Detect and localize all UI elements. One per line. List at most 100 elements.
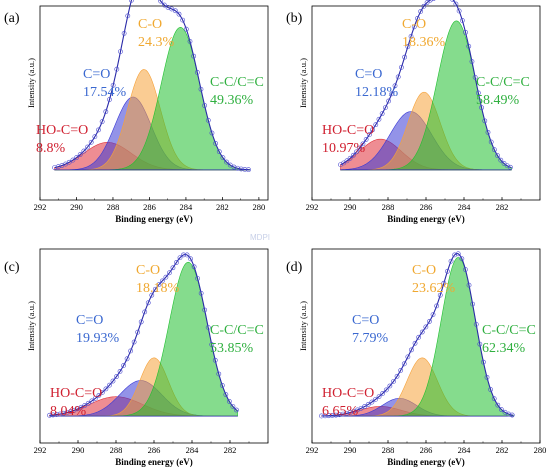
- data-point: [427, 0, 433, 3]
- data-point: [89, 398, 95, 404]
- data-point: [430, 312, 436, 318]
- data-point: [161, 2, 167, 8]
- annotation-C-O-value: 18.18%: [136, 281, 180, 296]
- data-point: [415, 15, 420, 21]
- annotation-C-O-value: 24.3%: [138, 35, 175, 50]
- data-point: [205, 117, 211, 123]
- data-point: [110, 82, 116, 88]
- data-point: [163, 274, 169, 280]
- data-point: [74, 155, 79, 160]
- data-point: [409, 347, 414, 353]
- data-point: [121, 31, 127, 36]
- y-axis-title: Intensity (a.u.): [26, 301, 36, 351]
- data-point: [387, 383, 393, 389]
- data-point: [434, 303, 440, 309]
- data-point: [198, 290, 204, 296]
- data-point: [463, 29, 468, 35]
- data-point: [491, 396, 497, 402]
- data-point: [194, 70, 200, 75]
- annotation-HO-C=O-name: HO-C=O: [50, 386, 102, 401]
- data-point: [191, 264, 197, 270]
- data-point: [445, 268, 450, 274]
- data-point: [177, 255, 183, 261]
- data-point: [191, 53, 197, 59]
- data-point: [401, 361, 407, 367]
- data-point: [408, 33, 414, 39]
- data-point: [389, 91, 395, 97]
- data-point: [92, 134, 98, 140]
- data-point: [145, 300, 151, 306]
- panel-a: 292 290 288 286 284 282 280 Binding energy (eV)…: [4, 0, 269, 224]
- data-point: [391, 379, 396, 384]
- data-point: [99, 119, 105, 125]
- panel-d: 292 290 288 286 284 282 280 Binding energy (eV)…: [286, 248, 547, 467]
- data-point: [125, 13, 131, 19]
- data-point: [341, 160, 347, 166]
- x-tick-label: 286: [420, 445, 433, 455]
- data-point: [373, 122, 379, 128]
- annotation-C=O-name: C=O: [352, 313, 379, 328]
- data-point: [107, 382, 112, 388]
- x-tick-label: 288: [110, 445, 123, 455]
- data-point: [82, 402, 88, 408]
- data-point: [85, 400, 91, 406]
- data-point: [92, 395, 98, 401]
- x-tick-label: 286: [148, 445, 161, 455]
- panel-c: 292 290 288 286 284 282 Binding energy (eV) Int…: [4, 248, 269, 467]
- data-point: [149, 292, 155, 298]
- data-point: [347, 410, 353, 415]
- annotation-C-C/C=C-name: C-C/C=C: [476, 75, 530, 90]
- data-point: [394, 373, 400, 379]
- data-point: [469, 59, 475, 64]
- data-point: [66, 159, 72, 165]
- data-point: [360, 141, 366, 147]
- data-point: [61, 410, 67, 416]
- data-point: [96, 127, 101, 133]
- annotation-C=O-name: C=O: [76, 313, 103, 328]
- x-tick-label: 282: [496, 202, 509, 212]
- annotation-C-C/C=C-value: 58.49%: [476, 93, 520, 108]
- data-point: [479, 105, 484, 111]
- data-point: [167, 270, 172, 276]
- data-point: [152, 286, 158, 292]
- annotation-C=O-value: 7.79%: [352, 331, 389, 346]
- data-point: [466, 43, 472, 49]
- data-point: [52, 165, 57, 171]
- data-point: [70, 157, 76, 163]
- data-point: [431, 0, 436, 2]
- x-tick-label: 290: [344, 445, 357, 455]
- x-tick-label: 284: [186, 445, 200, 455]
- annotation-C-C/C=C-value: 53.85%: [210, 341, 254, 356]
- data-point: [441, 280, 447, 286]
- data-point: [376, 116, 382, 122]
- fit-envelope-line: [54, 0, 250, 171]
- data-point: [405, 354, 411, 360]
- data-point: [484, 374, 490, 380]
- annotation-C-O-name: C-O: [402, 17, 426, 32]
- data-point: [482, 118, 488, 124]
- data-point: [238, 166, 244, 172]
- annotation-C-C/C=C-name: C-C/C=C: [210, 323, 264, 338]
- data-point: [380, 391, 386, 396]
- data-point: [481, 359, 486, 365]
- data-point: [184, 252, 190, 258]
- data-point: [107, 97, 112, 102]
- data-point: [235, 165, 240, 171]
- data-point: [110, 378, 116, 384]
- panel-b: 292 290 288 286 284 282 Binding energy (eV) Int…: [286, 0, 541, 224]
- data-point: [242, 166, 248, 172]
- x-tick-label: 280: [534, 445, 547, 455]
- annotation-C-C/C=C-value: 49.36%: [210, 93, 254, 108]
- x-tick-label: 286: [143, 202, 156, 212]
- data-point: [506, 411, 511, 417]
- x-tick-label: 282: [224, 445, 237, 455]
- x-tick-label: 286: [420, 202, 433, 212]
- x-axis-title: Binding energy (eV): [387, 214, 465, 224]
- data-point: [450, 0, 456, 2]
- data-point: [174, 260, 179, 265]
- annotation-C=O-value: 17.54%: [83, 85, 127, 100]
- data-point: [386, 98, 391, 104]
- data-point: [47, 412, 52, 418]
- x-tick-label: 290: [344, 202, 357, 212]
- data-point: [498, 157, 504, 163]
